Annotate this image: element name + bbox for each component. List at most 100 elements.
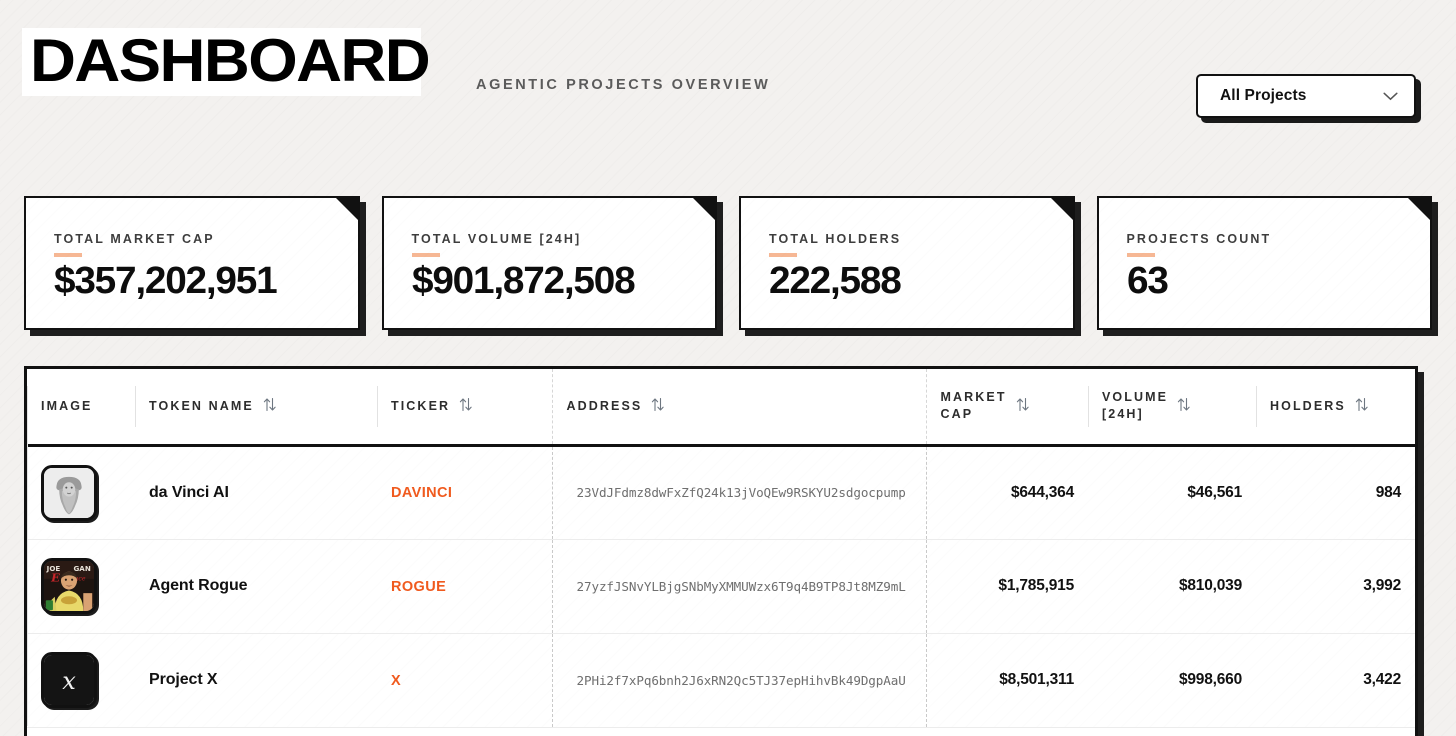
cell-holders: 3,422 xyxy=(1256,633,1415,728)
cell-image xyxy=(27,445,135,540)
cell-ticker: X xyxy=(377,633,552,728)
project-filter-value: All Projects xyxy=(1220,87,1307,104)
column-header-image: IMAGE xyxy=(27,369,135,447)
table-header-row: IMAGE TOKEN NAME xyxy=(27,369,1415,447)
cell-volume-24h: $998,660 xyxy=(1088,633,1256,728)
token-address: 23VdJFdmz8dwFxZfQ24k13jVoQEw9RSKYU2sdgoc… xyxy=(576,485,906,500)
market-cap-value: $644,364 xyxy=(1010,483,1074,501)
table-header: IMAGE TOKEN NAME xyxy=(27,369,1415,447)
stat-accent-underline xyxy=(54,253,82,257)
column-header-address[interactable]: ADDRESS xyxy=(551,369,927,447)
holders-value: 3,422 xyxy=(1363,671,1401,688)
cell-image: JOE GAN E nce xyxy=(27,539,135,634)
column-header-label: TOKEN NAME xyxy=(149,398,254,413)
sort-updown-icon[interactable] xyxy=(1355,397,1368,415)
column-header-token-name[interactable]: TOKEN NAME xyxy=(135,369,377,447)
cell-address[interactable]: 23VdJFdmz8dwFxZfQ24k13jVoQEw9RSKYU2sdgoc… xyxy=(551,445,927,540)
sort-updown-icon[interactable] xyxy=(459,397,472,415)
stat-label: TOTAL VOLUME [24H] xyxy=(411,232,582,246)
stat-card-total-holders: TOTAL HOLDERS 222,588 xyxy=(739,196,1075,330)
stat-label: TOTAL MARKET CAP xyxy=(54,232,215,246)
cell-token-name: da Vinci AI xyxy=(135,445,377,540)
sort-updown-icon[interactable] xyxy=(263,397,276,415)
token-address: 27yzfJSNvYLBjgSNbMyXMMUWzx6T9q4B9TP8Jt8M… xyxy=(576,578,906,594)
stat-label: PROJECTS COUNT xyxy=(1126,232,1272,246)
cell-address[interactable]: 2PHi2f7xPq6bnh2J6xRN2Qc5TJ37epHihvBk49Dg… xyxy=(551,633,927,728)
agent-rogue-podcast-avatar: JOE GAN E nce xyxy=(41,558,97,614)
column-header-label: TICKER xyxy=(391,398,451,413)
column-header-label: MARKET CAP xyxy=(940,390,1007,422)
project-filter-dropdown[interactable]: All Projects xyxy=(1196,74,1416,118)
holders-value: 984 xyxy=(1375,483,1401,501)
projects-table: IMAGE TOKEN NAME xyxy=(27,369,1415,728)
chevron-down-icon xyxy=(1383,92,1398,101)
project-filter-wrapper: All Projects xyxy=(1196,74,1416,118)
svg-text:E: E xyxy=(50,571,60,585)
volume-24h-value: $810,039 xyxy=(1178,577,1242,594)
cell-ticker: DAVINCI xyxy=(377,445,552,540)
stat-value: $901,872,508 xyxy=(411,260,636,302)
sort-updown-icon[interactable] xyxy=(651,397,664,415)
table-row[interactable]: da Vinci AI DAVINCI 23VdJFdmz8dwFxZfQ24k… xyxy=(27,445,1415,540)
stat-card-projects-count: PROJECTS COUNT 63 xyxy=(1096,196,1432,330)
token-name: Project X xyxy=(149,671,218,688)
table-row[interactable]: JOE GAN E nce xyxy=(27,539,1415,634)
cell-token-name: Project X xyxy=(135,633,377,728)
stat-label: TOTAL HOLDERS xyxy=(769,232,902,246)
stat-value: 222,588 xyxy=(769,260,902,302)
volume-24h-value: $46,561 xyxy=(1187,483,1242,501)
cell-volume-24h: $810,039 xyxy=(1088,539,1256,634)
stat-card-total-market-cap: TOTAL MARKET CAP $357,202,951 xyxy=(24,196,360,330)
holders-value: 3,992 xyxy=(1363,577,1401,594)
token-ticker: ROGUE xyxy=(391,578,447,595)
page-header: DASHBOARD AGENTIC PROJECTS OVERVIEW All … xyxy=(0,0,1456,150)
column-header-label: ADDRESS xyxy=(566,398,643,413)
column-header-label: HOLDERS xyxy=(1270,398,1346,413)
stat-accent-underline xyxy=(1126,253,1155,257)
market-cap-value: $8,501,311 xyxy=(999,671,1074,688)
svg-text:x: x xyxy=(62,667,76,695)
cell-market-cap: $1,785,915 xyxy=(926,539,1088,634)
project-x-logo-avatar: x xyxy=(41,652,97,708)
token-name: Agent Rogue xyxy=(149,577,248,594)
column-header-volume-24h[interactable]: VOLUME [24H] xyxy=(1088,369,1256,447)
cell-ticker: ROGUE xyxy=(377,539,552,634)
token-ticker: X xyxy=(391,672,402,689)
column-header-market-cap[interactable]: MARKET CAP xyxy=(926,369,1088,447)
sort-updown-icon[interactable] xyxy=(1177,397,1190,415)
page-title-block: DASHBOARD xyxy=(22,28,431,96)
sort-updown-icon[interactable] xyxy=(1016,397,1029,415)
cell-token-name: Agent Rogue xyxy=(135,539,377,634)
svg-text:JOE: JOE xyxy=(46,564,61,573)
column-header-label: IMAGE xyxy=(41,398,93,413)
stat-accent-underline xyxy=(769,253,797,257)
stat-accent-underline xyxy=(411,253,440,257)
column-header-holders[interactable]: HOLDERS xyxy=(1256,369,1415,447)
page-subtitle: AGENTIC PROJECTS OVERVIEW xyxy=(476,77,771,93)
svg-text:GAN: GAN xyxy=(73,564,90,573)
cell-market-cap: $644,364 xyxy=(926,445,1088,540)
cell-holders: 3,992 xyxy=(1256,539,1415,634)
cell-volume-24h: $46,561 xyxy=(1088,445,1256,540)
token-address: 2PHi2f7xPq6bnh2J6xRN2Qc5TJ37epHihvBk49Dg… xyxy=(576,672,906,688)
token-name: da Vinci AI xyxy=(149,483,229,501)
cell-holders: 984 xyxy=(1256,445,1415,540)
volume-24h-value: $998,660 xyxy=(1178,671,1242,688)
stat-value: 63 xyxy=(1126,260,1169,302)
projects-table-panel: IMAGE TOKEN NAME xyxy=(24,366,1418,736)
svg-text:nce: nce xyxy=(74,576,86,583)
stat-card-total-volume: TOTAL VOLUME [24H] $901,872,508 xyxy=(381,196,717,330)
token-ticker: DAVINCI xyxy=(391,485,453,501)
column-header-label: VOLUME [24H] xyxy=(1102,390,1169,422)
column-header-ticker[interactable]: TICKER xyxy=(377,369,552,447)
page-title: DASHBOARD xyxy=(30,27,431,94)
market-cap-value: $1,785,915 xyxy=(998,577,1074,594)
stat-value: $357,202,951 xyxy=(54,260,278,302)
da-vinci-portrait-avatar xyxy=(41,464,97,521)
table-body: da Vinci AI DAVINCI 23VdJFdmz8dwFxZfQ24k… xyxy=(27,445,1415,728)
cell-image: x xyxy=(27,633,135,728)
stats-row: TOTAL MARKET CAP $357,202,951 TOTAL VOLU… xyxy=(24,196,1432,330)
cell-address[interactable]: 27yzfJSNvYLBjgSNbMyXMMUWzx6T9q4B9TP8Jt8M… xyxy=(551,539,927,634)
cell-market-cap: $8,501,311 xyxy=(926,633,1088,728)
table-row[interactable]: x Project X X 2PHi2f7xPq6bnh2J6xRN2Qc5TJ… xyxy=(27,633,1415,728)
